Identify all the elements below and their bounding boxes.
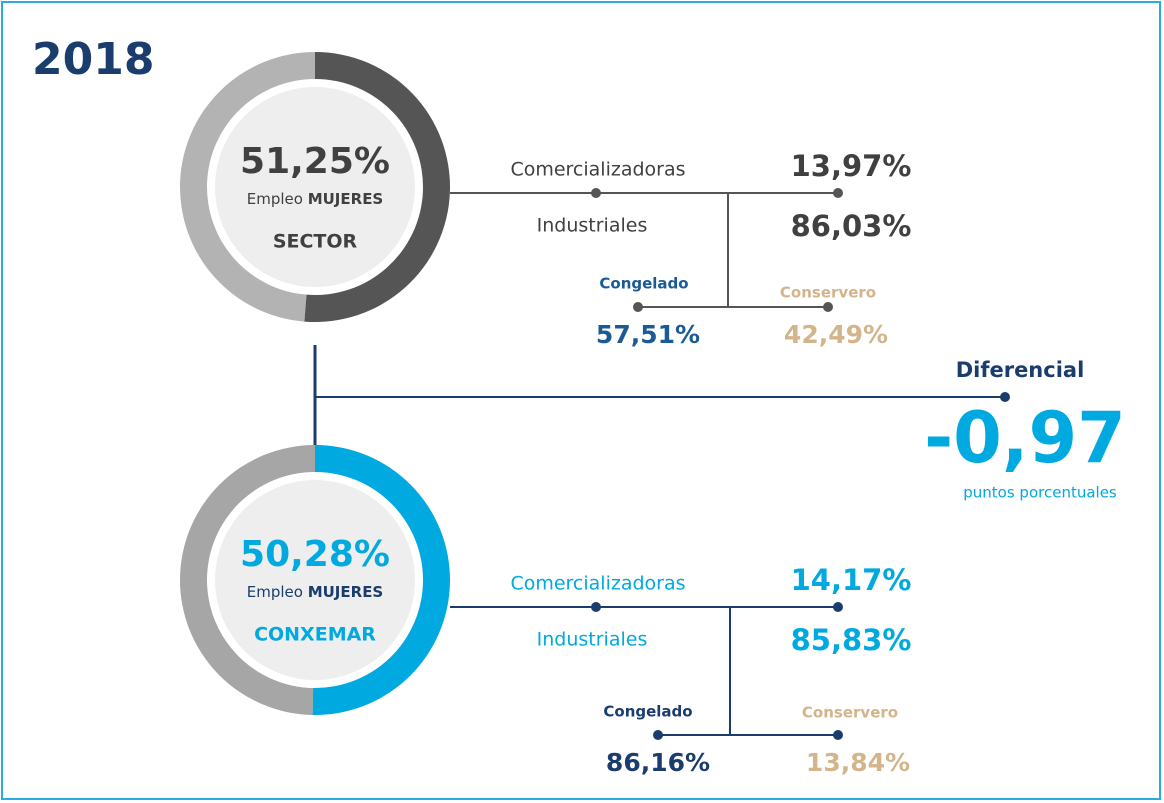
year-title: 2018	[32, 34, 154, 85]
sub-share: 42,49%	[784, 320, 888, 349]
branch-name: Industriales	[537, 215, 648, 237]
caption: Empleo MUJERES	[247, 190, 384, 208]
donut-label: 50,28%	[240, 534, 390, 575]
sub-share: 57,51%	[596, 320, 700, 349]
donut-rest	[180, 52, 315, 322]
donut-share	[304, 52, 451, 322]
dot	[823, 302, 833, 312]
donut-center	[215, 87, 415, 287]
donut-label: 51,25%	[240, 141, 390, 182]
diff-title: Diferencial	[956, 358, 1085, 382]
sub-share: 86,16%	[606, 748, 710, 777]
panel-name: CONXEMAR	[254, 624, 376, 646]
caption: Empleo MUJERES	[247, 583, 384, 601]
sub-share: 13,84%	[806, 748, 910, 777]
caption-bold: MUJERES	[308, 583, 384, 601]
sub-name: Conservero	[802, 704, 898, 722]
diff-unit: puntos porcentuales	[963, 484, 1117, 502]
donut-share	[312, 445, 450, 715]
caption-bold: MUJERES	[308, 190, 384, 208]
dot	[833, 602, 843, 612]
dot	[833, 730, 843, 740]
branch-share: 14,17%	[791, 563, 912, 597]
branch-share: 86,03%	[791, 209, 912, 243]
dot	[833, 188, 843, 198]
branch-share: 85,83%	[791, 623, 912, 657]
dot	[653, 730, 663, 740]
dot	[1000, 392, 1010, 402]
caption-text: Empleo	[247, 583, 303, 601]
sub-name: Congelado	[599, 275, 688, 293]
panel-name: SECTOR	[273, 231, 358, 253]
branch-name: Comercializadoras	[510, 159, 685, 181]
sub-name: Congelado	[603, 703, 692, 721]
dot	[591, 188, 601, 198]
branch-name: Industriales	[537, 629, 648, 651]
caption-text: Empleo	[247, 190, 303, 208]
dot	[591, 602, 601, 612]
branch-share: 13,97%	[791, 149, 912, 183]
sub-name: Conservero	[780, 284, 876, 302]
dot	[633, 302, 643, 312]
branch-name: Comercializadoras	[510, 573, 685, 595]
donut-rest	[179, 445, 315, 715]
donut-center	[215, 480, 415, 680]
diff-value: -0,97	[924, 397, 1126, 479]
